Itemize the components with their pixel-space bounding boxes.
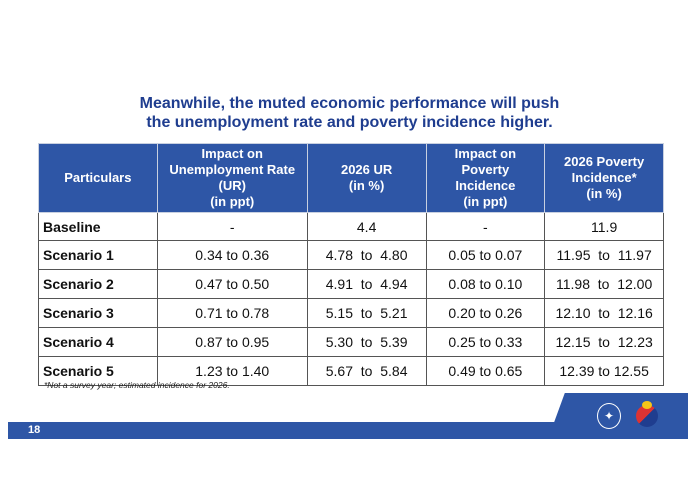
- row-label: Baseline: [38, 212, 158, 241]
- table-cell: 5.30 to 5.39: [306, 327, 427, 357]
- table-cell: 4.91 to 4.94: [306, 269, 427, 299]
- table-row: Baseline -4.4-11.9: [38, 212, 664, 241]
- footnote: *Not a survey year; estimated incidence …: [44, 380, 230, 390]
- table-cell: 11.98 to 12.00: [544, 269, 664, 299]
- header-line: Unemployment Rate: [169, 162, 296, 177]
- column-header: Particulars: [38, 143, 158, 213]
- table-cell: 5.15 to 5.21: [306, 298, 427, 328]
- header-line: (UR): [218, 178, 246, 193]
- scenario-table: Particulars Impact on Unemployment Rate (UR…: [38, 143, 664, 386]
- bagong-pilipinas-logo-icon: [636, 401, 658, 427]
- title-line-2: the unemployment rate and poverty incide…: [146, 114, 553, 131]
- table-cell: 0.34 to 0.36: [156, 240, 308, 270]
- agency-seal-icon: ✦: [597, 403, 621, 429]
- table-row: Scenario 2 0.47 to 0.50 4.91 to 4.94 0.08 t…: [38, 269, 664, 299]
- table-cell: 4.4: [306, 212, 427, 241]
- table-cell: 12.15 to 12.23: [544, 327, 664, 357]
- table-cell: 1.23 to 1.40: [156, 356, 308, 386]
- header-line: Incidence*: [571, 170, 637, 185]
- table-cell: 0.49 to 0.65: [425, 356, 546, 386]
- table-cell: -: [156, 212, 308, 241]
- row-label: Scenario 3: [38, 298, 158, 328]
- header-line: (in ppt): [210, 194, 255, 209]
- header-line: (in %): [348, 178, 385, 193]
- table-cell: 0.87 to 0.95: [156, 327, 308, 357]
- table-cell: 11.9: [544, 212, 664, 241]
- table-cell: 0.08 to 0.10: [425, 269, 546, 299]
- header-line: Impact on: [454, 146, 517, 161]
- header-line: (in ppt): [463, 194, 508, 209]
- table-cell: 11.95 to 11.97: [544, 240, 664, 270]
- header-line: Particulars: [64, 170, 132, 185]
- table-cell: -: [425, 212, 546, 241]
- row-label: Scenario 2: [38, 269, 158, 299]
- table-cell: 0.71 to 0.78: [156, 298, 308, 328]
- header-row: Particulars Impact on Unemployment Rate (UR…: [38, 143, 664, 213]
- slide-title: Meanwhile, the muted economic performanc…: [0, 94, 699, 132]
- row-label: Scenario 5: [38, 356, 158, 386]
- table-cell: 12.39 to 12.55: [544, 356, 664, 386]
- header-line: 2026 Poverty: [564, 154, 645, 169]
- column-header: 2026 Poverty Incidence* (in %): [544, 143, 664, 213]
- title-line-1: Meanwhile, the muted economic performanc…: [139, 95, 560, 112]
- column-header: Impact on Unemployment Rate (UR) (in ppt): [156, 143, 308, 213]
- header-line: Impact on: [201, 146, 263, 161]
- table-cell: 12.10 to 12.16: [544, 298, 664, 328]
- table-cell: 0.05 to 0.07: [425, 240, 546, 270]
- table-row: Scenario 1 0.34 to 0.36 4.78 to 4.80 0.05 t…: [38, 240, 664, 270]
- header-line: (in %): [586, 186, 622, 201]
- page-number: 18: [28, 424, 41, 436]
- column-header: Impact on Poverty Incidence (in ppt): [425, 143, 546, 213]
- header-line: Incidence: [455, 178, 516, 193]
- column-header: 2026 UR (in %): [306, 143, 427, 213]
- header-line: 2026 UR: [340, 162, 393, 177]
- table-row: Scenario 5 1.23 to 1.40 5.67 to 5.84 0.49 t…: [38, 356, 664, 386]
- table-cell: 0.25 to 0.33: [425, 327, 546, 357]
- row-label: Scenario 4: [38, 327, 158, 357]
- row-label: Scenario 1: [38, 240, 158, 270]
- footer-bar: [8, 422, 688, 439]
- table-row: Scenario 3 0.71 to 0.78 5.15 to 5.21 0.20 t…: [38, 298, 664, 328]
- table-cell: 0.20 to 0.26: [425, 298, 546, 328]
- table-cell: 5.67 to 5.84: [306, 356, 427, 386]
- table-cell: 0.47 to 0.50: [156, 269, 308, 299]
- table-row: Scenario 4 0.87 to 0.95 5.30 to 5.39 0.25 t…: [38, 327, 664, 357]
- header-line: Poverty: [461, 162, 510, 177]
- table-cell: 4.78 to 4.80: [306, 240, 427, 270]
